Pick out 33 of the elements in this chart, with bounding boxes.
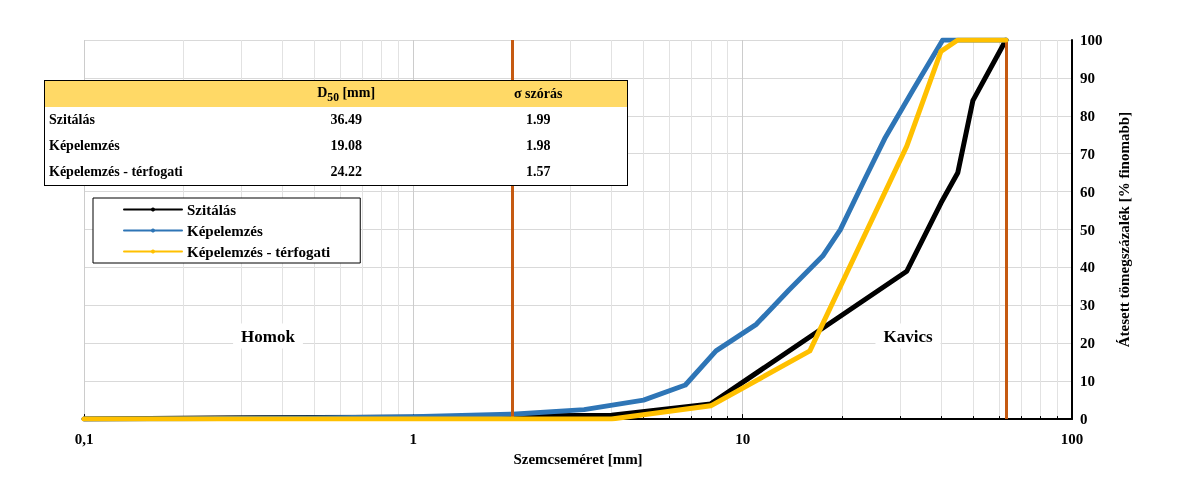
x-axis-title: Szemcseméret [mm] [513,450,643,467]
annotation: 1.57 [524,163,552,181]
legend-label: Szitálás [187,201,237,218]
y-tick-label: 20 [1080,335,1095,352]
x-tick-label: 100 [1060,430,1084,447]
annotation: 24.22 [329,163,363,181]
annotation: D$_{50}$ [mm] [316,83,377,106]
annotation: σ szórás [512,85,564,103]
annotation: Homok [241,326,296,346]
y-axis-title: Átesett tömegszázalék [% finomabb] [1115,111,1132,348]
y-tick-label: 70 [1080,145,1095,162]
annotation: 1.98 [524,137,552,155]
y-tick-label: 80 [1080,107,1095,124]
annotation: Képelemzés - térfogati [48,163,184,181]
y-tick-label: 90 [1080,69,1095,86]
annotation: 36.49 [329,111,363,129]
x-tick-label: 1 [409,430,418,447]
y-tick-label: 10 [1080,373,1095,390]
y-tick-label: 40 [1080,259,1095,276]
annotation: Kavics [883,326,933,346]
y-tick-label: 60 [1080,183,1095,200]
x-tick-label: 0,1 [74,430,94,447]
annotation: 1.99 [524,111,552,129]
legend-label: Képelemzés - térfogati [187,243,331,260]
annotation: 19.08 [329,137,363,155]
x-tick-label: 10 [735,430,751,447]
y-tick-label: 0 [1080,411,1088,428]
legend-label: Képelemzés [187,222,263,239]
y-tick-label: 100 [1080,32,1103,48]
y-tick-label: 50 [1080,221,1095,238]
y-tick-label: 30 [1080,297,1095,314]
annotation: Képelemzés [48,137,121,155]
annotation: Szitálás [48,111,96,129]
